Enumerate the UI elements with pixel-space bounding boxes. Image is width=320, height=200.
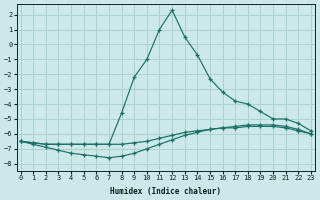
X-axis label: Humidex (Indice chaleur): Humidex (Indice chaleur): [110, 187, 221, 196]
